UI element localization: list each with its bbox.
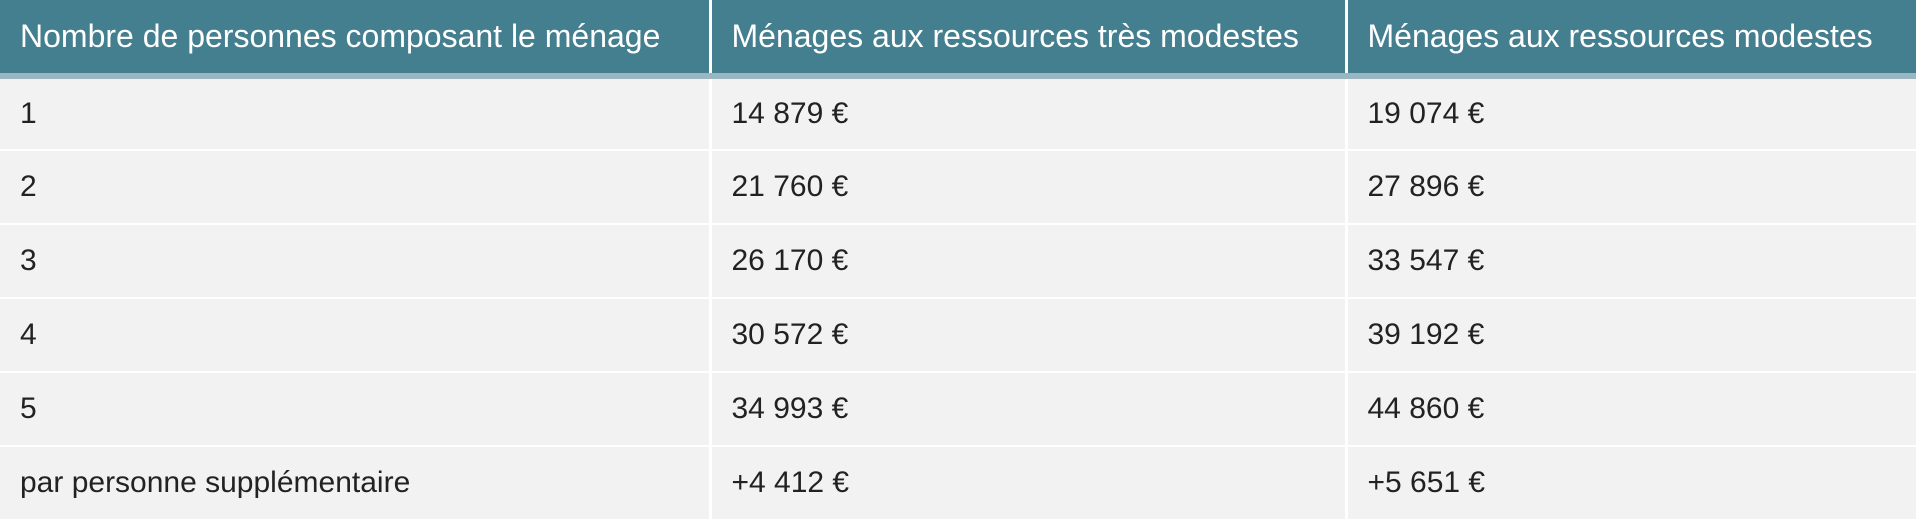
modest-threshold-cell: +5 651 € [1346, 446, 1916, 521]
table-row: 5 34 993 € 44 860 € [0, 372, 1916, 447]
table-header: Nombre de personnes composant le ménage … [0, 0, 1916, 79]
very-modest-threshold-cell: 14 879 € [710, 76, 1348, 151]
very-modest-threshold-cell: 30 572 € [710, 298, 1348, 373]
household-size-cell: 1 [0, 76, 712, 151]
household-size-cell: 2 [0, 150, 712, 225]
header-household-size: Nombre de personnes composant le ménage [0, 0, 712, 79]
table-body: 1 14 879 € 19 074 € 2 21 760 € 27 896 € … [0, 76, 1916, 521]
very-modest-threshold-cell: 21 760 € [710, 150, 1348, 225]
table-row: 4 30 572 € 39 192 € [0, 298, 1916, 373]
household-size-cell: 4 [0, 298, 712, 373]
very-modest-threshold-cell: +4 412 € [710, 446, 1348, 521]
header-very-modest-resources: Ménages aux ressources très modestes [710, 0, 1348, 79]
modest-threshold-cell: 19 074 € [1346, 76, 1916, 151]
very-modest-threshold-cell: 26 170 € [710, 224, 1348, 299]
table-row: par personne supplémentaire +4 412 € +5 … [0, 446, 1916, 521]
household-size-cell: 5 [0, 372, 712, 447]
household-size-cell: par personne supplémentaire [0, 446, 712, 521]
modest-threshold-cell: 33 547 € [1346, 224, 1916, 299]
household-size-cell: 3 [0, 224, 712, 299]
modest-threshold-cell: 44 860 € [1346, 372, 1916, 447]
table-row: 2 21 760 € 27 896 € [0, 150, 1916, 225]
very-modest-threshold-cell: 34 993 € [710, 372, 1348, 447]
table-row: 3 26 170 € 33 547 € [0, 224, 1916, 299]
header-modest-resources: Ménages aux ressources modestes [1346, 0, 1916, 79]
table-row: 1 14 879 € 19 074 € [0, 76, 1916, 151]
header-row: Nombre de personnes composant le ménage … [0, 0, 1916, 79]
modest-threshold-cell: 39 192 € [1346, 298, 1916, 373]
modest-threshold-cell: 27 896 € [1346, 150, 1916, 225]
